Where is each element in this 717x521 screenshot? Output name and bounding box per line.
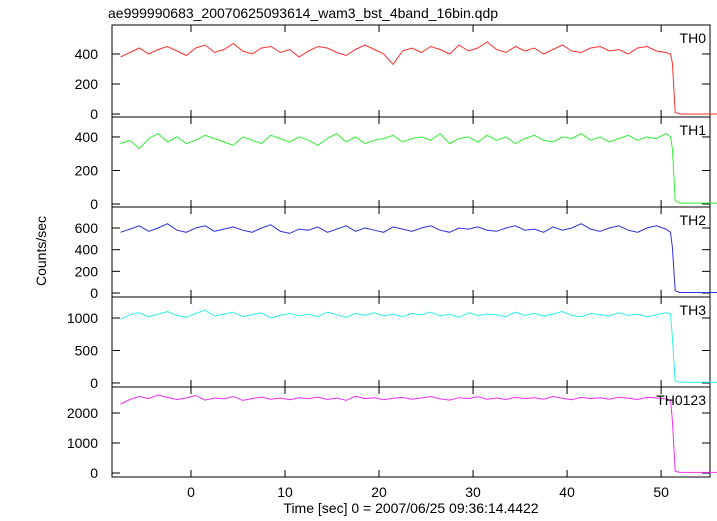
y-tick-label: 200	[75, 162, 99, 178]
light-curve	[121, 224, 717, 293]
series-label: TH0123	[656, 392, 706, 408]
series-label: TH3	[680, 302, 707, 318]
x-axis-label: Time [sec] 0 = 2007/06/25 09:36:14.4422	[283, 500, 538, 516]
y-tick-label: 1000	[67, 310, 98, 326]
y-tick-label: 2000	[67, 405, 98, 421]
y-tick-label: 400	[75, 46, 99, 62]
series-label: TH0	[680, 30, 707, 46]
panel-frame	[112, 207, 710, 297]
chart-title: ae999990683_20070625093614_wam3_bst_4ban…	[108, 5, 498, 21]
x-tick-label: 10	[277, 484, 293, 500]
light-curve	[121, 42, 717, 114]
y-tick-label: 0	[90, 375, 98, 391]
y-tick-label: 400	[75, 129, 99, 145]
series-label: TH2	[680, 212, 707, 228]
x-tick-label: 30	[465, 484, 481, 500]
y-tick-label: 1000	[67, 435, 98, 451]
panel-frame	[112, 297, 710, 387]
y-axis-label: Counts/sec	[33, 216, 49, 286]
y-tick-label: 500	[75, 342, 99, 358]
y-tick-label: 200	[75, 76, 99, 92]
panel-frame	[112, 117, 710, 207]
y-tick-label: 600	[75, 220, 99, 236]
light-curve	[121, 310, 717, 382]
panel-frame	[112, 387, 710, 477]
x-tick-label: 20	[371, 484, 387, 500]
y-tick-label: 0	[90, 465, 98, 481]
panel-frame	[112, 25, 710, 117]
y-tick-label: 0	[90, 196, 98, 212]
light-curve	[121, 395, 717, 472]
y-tick-label: 200	[75, 263, 99, 279]
series-label: TH1	[680, 122, 707, 138]
x-tick-label: 40	[559, 484, 575, 500]
y-tick-label: 400	[75, 242, 99, 258]
y-tick-label: 0	[90, 285, 98, 301]
light-curve	[121, 134, 717, 204]
x-tick-label: 50	[653, 484, 669, 500]
y-tick-label: 0	[90, 106, 98, 122]
x-tick-label: 0	[187, 484, 195, 500]
